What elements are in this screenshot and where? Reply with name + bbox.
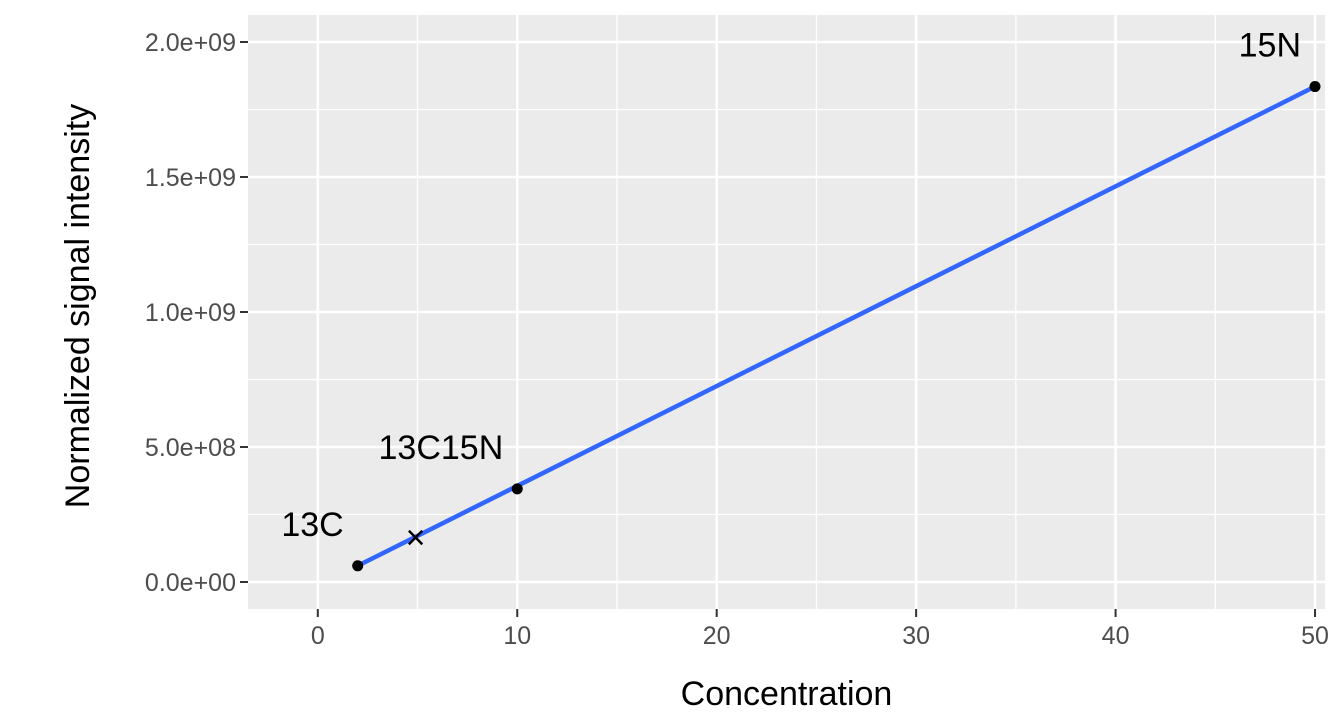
data-point <box>352 560 364 572</box>
data-point <box>511 483 523 495</box>
x-axis-title: Concentration <box>681 675 893 713</box>
x-tick-label: 50 <box>1301 622 1329 650</box>
unknown-sample-marker: × <box>406 519 426 557</box>
y-tick-label: 1.5e+09 <box>145 164 236 192</box>
point-label: 13C15N <box>379 429 504 467</box>
y-axis-title: Normalized signal intensity <box>59 104 97 508</box>
x-tick-label: 10 <box>503 622 531 650</box>
x-tick-label: 0 <box>311 622 325 650</box>
point-label: 15N <box>1239 27 1301 65</box>
x-tick-label: 40 <box>1102 622 1130 650</box>
y-tick-label: 1.0e+09 <box>145 299 236 327</box>
gridlines <box>248 15 1325 609</box>
x-tick-label: 30 <box>902 622 930 650</box>
y-tick-label: 2.0e+09 <box>145 29 236 57</box>
y-axis-ticks: 0.0e+00 5.0e+08 1.0e+09 1.5e+09 2.0e+09 <box>145 29 248 597</box>
x-tick-label: 20 <box>703 622 731 650</box>
y-tick-label: 0.0e+00 <box>145 569 236 597</box>
y-tick-label: 5.0e+08 <box>145 434 236 462</box>
data-point <box>1309 81 1321 93</box>
point-label: 13C <box>281 506 343 544</box>
data-points: 13C 13C15N 15N <box>281 27 1321 572</box>
x-axis-ticks: 0 10 20 30 40 50 <box>311 609 1329 650</box>
